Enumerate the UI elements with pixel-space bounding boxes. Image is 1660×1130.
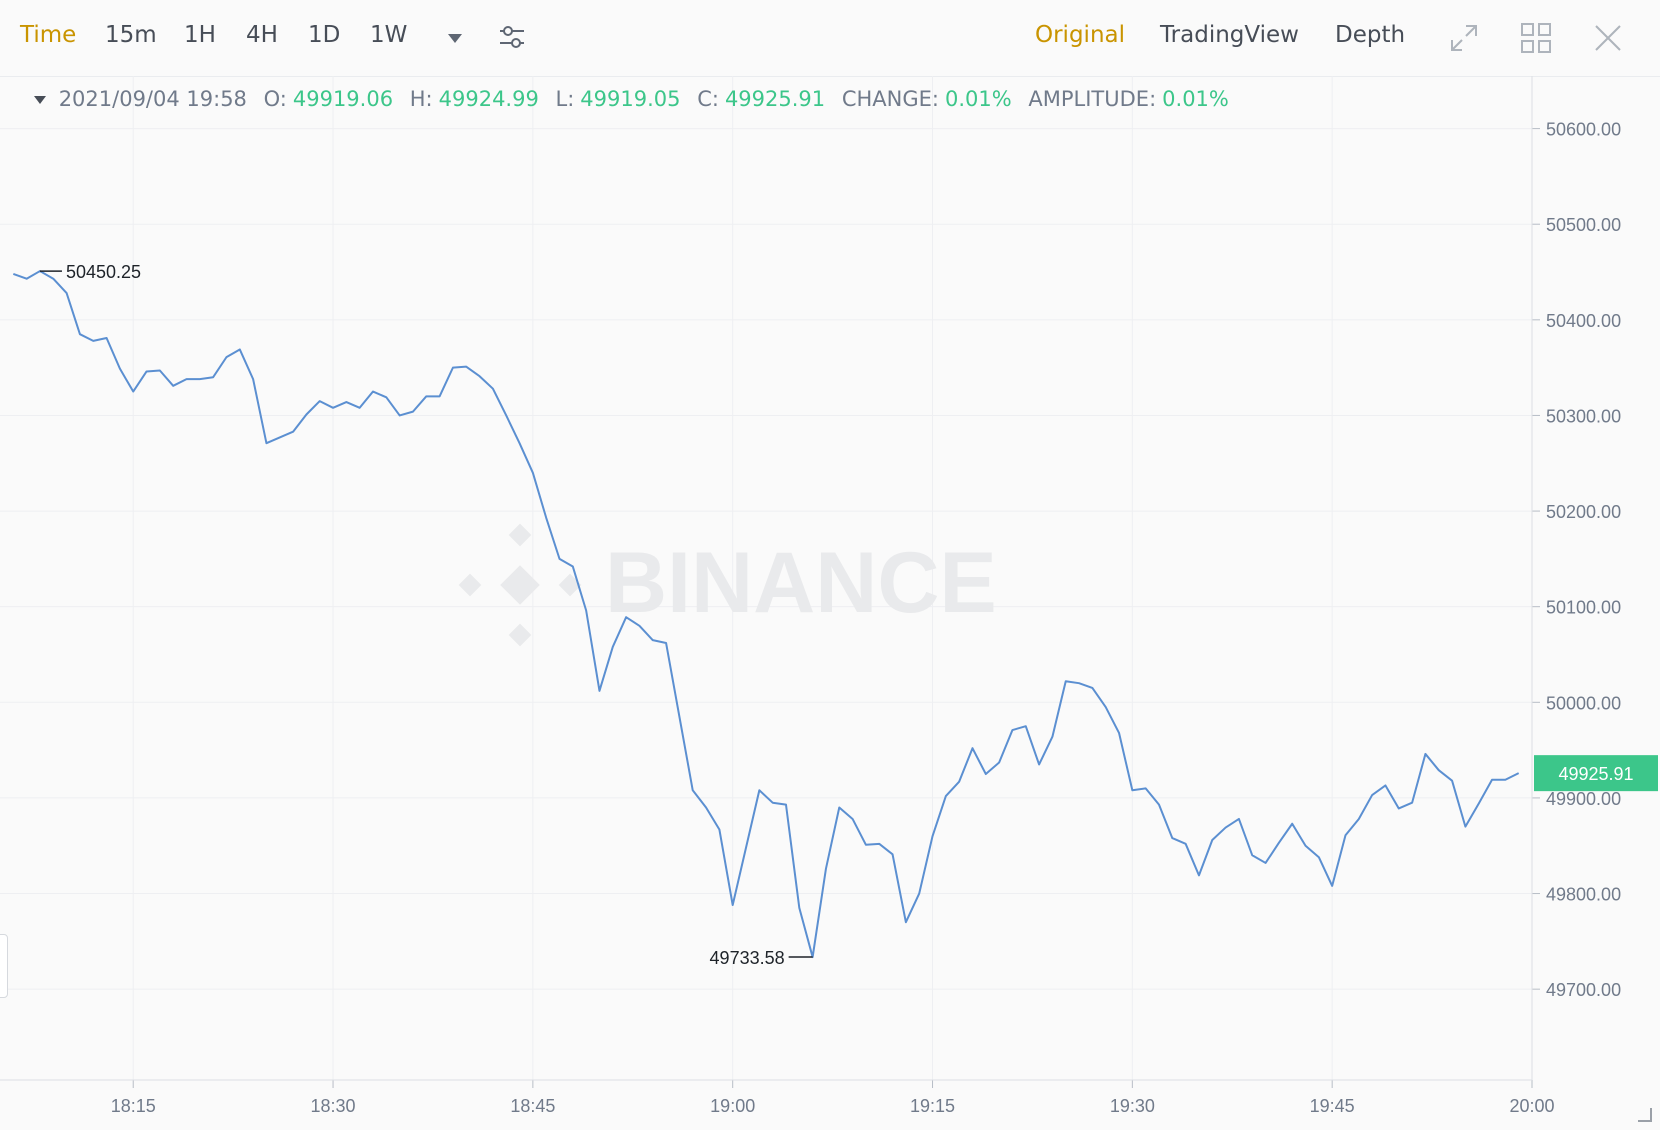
- amplitude-label: AMPLITUDE:: [1028, 87, 1157, 111]
- low-label: L:: [555, 87, 575, 111]
- y-tick-label: 50400.00: [1546, 311, 1621, 331]
- timeframe-1d[interactable]: 1D: [308, 22, 341, 48]
- min-price-label: 49733.58: [710, 948, 785, 968]
- watermark-text: BINANCE: [605, 535, 997, 631]
- x-tick-label: 19:15: [910, 1096, 955, 1116]
- ohlc-infobar: 2021/09/04 19:58 O: 49919.06 H: 49924.99 L…: [32, 87, 1239, 117]
- current-price-tag: [1534, 755, 1658, 792]
- amplitude-value: 0.01%: [1162, 87, 1229, 111]
- chevron-down-icon[interactable]: [34, 96, 46, 104]
- high-label: H:: [409, 87, 433, 111]
- y-tick-label: 49800.00: [1546, 885, 1621, 905]
- x-tick-label: 18:15: [111, 1096, 156, 1116]
- change-label: CHANGE:: [841, 87, 939, 111]
- candle-datetime: 2021/09/04 19:58: [58, 87, 247, 111]
- price-series-line: [12, 270, 1520, 959]
- chart-toolbar: Time 15m 1H 4H 1D 1W Original TradingVie…: [0, 0, 1660, 77]
- side-panel-handle[interactable]: [0, 934, 8, 998]
- close-icon[interactable]: [1590, 20, 1626, 56]
- max-price-label: 50450.25: [66, 262, 141, 282]
- chart-series: [12, 270, 1520, 959]
- change-value: 0.01%: [944, 87, 1012, 111]
- timeframe-1w[interactable]: 1W: [370, 22, 408, 48]
- open-value: 49919.06: [292, 87, 394, 111]
- chart-grid: [0, 76, 1533, 1080]
- timeframe-4h[interactable]: 4H: [246, 22, 278, 48]
- settings-sliders-icon[interactable]: [498, 24, 526, 50]
- y-tick-label: 49700.00: [1546, 980, 1621, 1000]
- grid-layout-icon[interactable]: [1518, 20, 1554, 56]
- timeframe-15m[interactable]: 15m: [105, 22, 157, 48]
- close-label: C:: [697, 87, 719, 111]
- close-value: 49925.91: [724, 87, 826, 111]
- chart-axes: 50600.00 50500.00 50400.00 50300.00 50200.00…: [0, 76, 1621, 1116]
- chart-annotations: 50450.25 49733.58 49925.91: [39, 262, 1658, 968]
- y-tick-label: 50300.00: [1546, 406, 1621, 426]
- x-tick-label: 19:45: [1310, 1096, 1355, 1116]
- resize-handle[interactable]: [1638, 1108, 1652, 1122]
- view-depth[interactable]: Depth: [1335, 22, 1406, 48]
- x-tick-label: 18:45: [510, 1096, 555, 1116]
- y-tick-label: 49900.00: [1546, 789, 1621, 809]
- y-tick-label: 50600.00: [1546, 120, 1621, 140]
- y-tick-label: 50500.00: [1546, 215, 1621, 235]
- view-original[interactable]: Original: [1035, 22, 1126, 48]
- x-tick-label: 18:30: [311, 1096, 356, 1116]
- chevron-down-icon[interactable]: [448, 34, 462, 43]
- x-tick-label: 19:00: [710, 1096, 755, 1116]
- y-tick-label: 50000.00: [1546, 693, 1621, 713]
- current-price-label: 49925.91: [1558, 764, 1633, 784]
- binance-watermark: BINANCE: [458, 523, 997, 647]
- low-value: 49919.05: [580, 87, 681, 111]
- high-value: 49924.99: [438, 87, 539, 111]
- y-tick-label: 50100.00: [1546, 598, 1621, 618]
- timeframe-1h[interactable]: 1H: [184, 22, 216, 48]
- expand-icon[interactable]: [1446, 20, 1482, 56]
- view-tradingview[interactable]: TradingView: [1160, 22, 1299, 48]
- x-tick-label: 20:00: [1509, 1096, 1554, 1116]
- y-tick-label: 50200.00: [1546, 502, 1621, 522]
- x-tick-label: 19:30: [1110, 1096, 1155, 1116]
- open-label: O:: [263, 87, 287, 111]
- timeframe-time[interactable]: Time: [20, 22, 77, 48]
